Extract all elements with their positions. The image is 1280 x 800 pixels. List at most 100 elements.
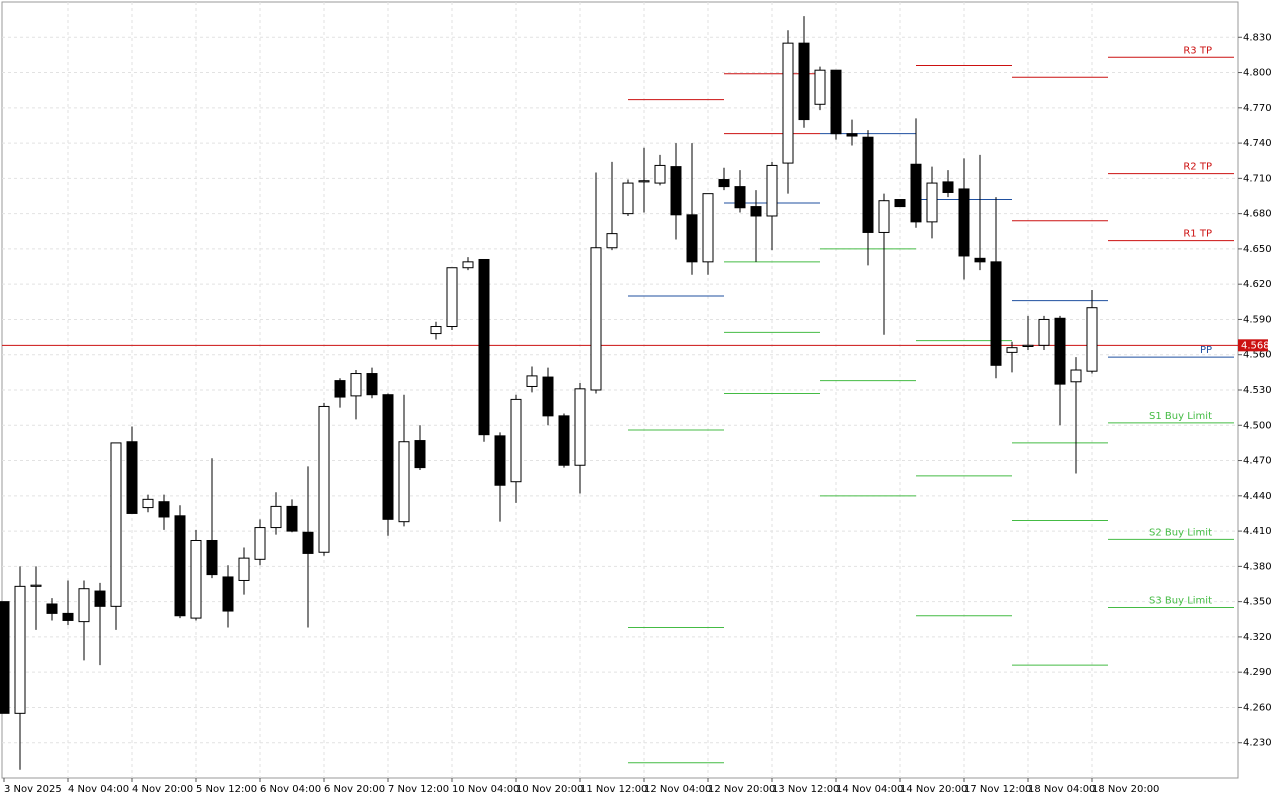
level-label: R2 TP (1183, 162, 1212, 173)
candle-body (638, 180, 650, 183)
candle-body (1054, 317, 1066, 385)
x-tick-label: 4 Nov 04:00 (68, 784, 129, 795)
y-tick-label: 4.410 (1243, 526, 1272, 537)
x-tick-label: 12 Nov 20:00 (708, 784, 775, 795)
candle-body (366, 373, 378, 396)
y-tick-label: 4.230 (1243, 738, 1272, 749)
candle-body (206, 539, 218, 576)
x-tick-label: 13 Nov 12:00 (772, 784, 839, 795)
candle-body (526, 375, 538, 387)
y-tick-label: 4.560 (1243, 350, 1272, 361)
candle-body (286, 505, 298, 532)
candle-body (462, 261, 474, 269)
level-label: R1 TP (1183, 229, 1212, 240)
level-label: S3 Buy Limit (1149, 596, 1212, 607)
candle-body (702, 193, 714, 263)
level-label: PP (1200, 345, 1212, 356)
y-tick-label: 4.350 (1243, 597, 1272, 608)
price-tag (1238, 339, 1268, 352)
candle-body (718, 179, 730, 188)
x-tick-label: 11 Nov 12:00 (580, 784, 647, 795)
candle-body (1038, 318, 1050, 346)
candle-body (126, 441, 138, 514)
candle-body (814, 69, 826, 105)
candle-body (766, 164, 778, 217)
candle-body (1022, 344, 1034, 347)
candle-body (270, 505, 282, 529)
level-label: S2 Buy Limit (1149, 527, 1212, 538)
candle-body (734, 186, 746, 209)
level-label: S1 Buy Limit (1149, 411, 1212, 422)
x-tick-label: 3 Nov 2025 (4, 784, 62, 795)
x-tick-label: 10 Nov 04:00 (452, 784, 519, 795)
x-tick-label: 12 Nov 04:00 (644, 784, 711, 795)
candle-body (878, 200, 890, 233)
candle-body (1086, 307, 1098, 372)
candle-body (334, 380, 346, 398)
candle-body (862, 136, 874, 233)
candle-body (478, 258, 490, 436)
candle-body (574, 388, 586, 466)
candle-body (446, 267, 458, 328)
candle-body (14, 585, 26, 714)
candle-body (606, 233, 618, 249)
y-tick-label: 4.770 (1243, 103, 1272, 114)
candle-body (1006, 347, 1018, 353)
candle-body (990, 261, 1002, 366)
candle-body (30, 584, 42, 587)
candle-body (174, 515, 186, 617)
x-tick-label: 17 Nov 12:00 (964, 784, 1031, 795)
candle-body (782, 42, 794, 164)
candle-body (254, 527, 266, 560)
x-tick-label: 4 Nov 20:00 (132, 784, 193, 795)
candle-body (190, 539, 202, 619)
candle-body (510, 398, 522, 483)
candle-body (430, 326, 442, 335)
candle-body (974, 257, 986, 263)
candle-body (94, 590, 106, 607)
y-tick-label: 4.800 (1243, 68, 1272, 79)
candle-body (62, 612, 74, 621)
candle-body (494, 435, 506, 486)
x-tick-label: 10 Nov 20:00 (516, 784, 583, 795)
y-tick-label: 4.650 (1243, 244, 1272, 255)
candle-body (622, 182, 634, 215)
y-tick-label: 4.320 (1243, 632, 1272, 643)
y-tick-label: 4.620 (1243, 279, 1272, 290)
candle-body (0, 601, 10, 714)
candle-body (542, 376, 554, 417)
candle-body (942, 181, 954, 193)
candle-body (158, 501, 170, 518)
candle-body (686, 214, 698, 263)
y-tick-label: 4.740 (1243, 138, 1272, 149)
candle-body (910, 163, 922, 223)
candle-body (142, 498, 154, 509)
y-tick-label: 4.290 (1243, 667, 1272, 678)
y-tick-label: 4.500 (1243, 420, 1272, 431)
x-tick-label: 5 Nov 12:00 (196, 784, 257, 795)
candle-body (46, 603, 58, 614)
candle-body (110, 442, 122, 607)
level-label: R3 TP (1183, 45, 1212, 56)
candle-body (670, 166, 682, 216)
y-tick-label: 4.590 (1243, 314, 1272, 325)
x-tick-label: 6 Nov 20:00 (324, 784, 385, 795)
candle-body (654, 164, 666, 184)
candle-body (590, 247, 602, 391)
x-tick-label: 18 Nov 20:00 (1092, 784, 1159, 795)
candle-body (1070, 369, 1082, 383)
y-tick-label: 4.830 (1243, 32, 1272, 43)
candle-body (414, 440, 426, 469)
candle-body (222, 576, 234, 612)
candle-body (558, 415, 570, 466)
y-tick-label: 4.260 (1243, 702, 1272, 713)
x-tick-label: 7 Nov 12:00 (388, 784, 449, 795)
candle-body (894, 199, 906, 208)
candle-body (958, 188, 970, 257)
candle-body (846, 133, 858, 137)
candle-body (78, 588, 90, 623)
x-tick-label: 18 Nov 04:00 (1028, 784, 1095, 795)
